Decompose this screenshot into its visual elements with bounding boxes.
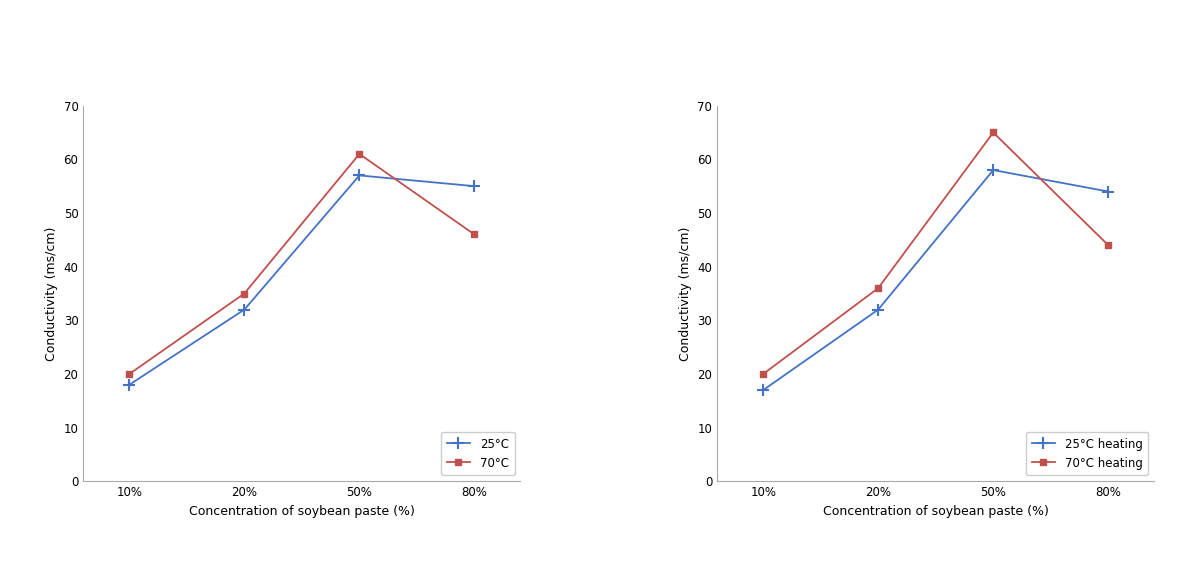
Y-axis label: Conductivity (ms/cm): Conductivity (ms/cm) [678,227,691,360]
Legend: 25°C, 70°C: 25°C, 70°C [440,431,514,475]
Line: 70°C: 70°C [126,150,478,377]
Line: 25°C heating: 25°C heating [758,164,1114,396]
25°C heating [987,167,1001,174]
70°C heating [871,285,885,292]
Line: 25°C: 25°C [124,170,480,390]
25°C heating [756,387,770,394]
70°C [468,231,482,238]
25°C heating [871,306,885,313]
25°C [123,381,137,388]
Legend: 25°C heating, 70°C heating: 25°C heating, 70°C heating [1026,431,1148,475]
70°C [352,150,367,157]
25°C [468,183,482,190]
25°C heating [1101,188,1115,195]
25°C [237,306,251,313]
70°C heating [756,370,770,377]
X-axis label: Concentration of soybean paste (%): Concentration of soybean paste (%) [822,505,1048,518]
25°C [352,172,367,179]
70°C [123,370,137,377]
70°C heating [1101,242,1115,249]
70°C heating [987,129,1001,136]
70°C [237,290,251,297]
Line: 70°C heating: 70°C heating [759,129,1111,377]
Y-axis label: Conductivity (ms/cm): Conductivity (ms/cm) [45,227,58,360]
X-axis label: Concentration of soybean paste (%): Concentration of soybean paste (%) [189,505,415,518]
